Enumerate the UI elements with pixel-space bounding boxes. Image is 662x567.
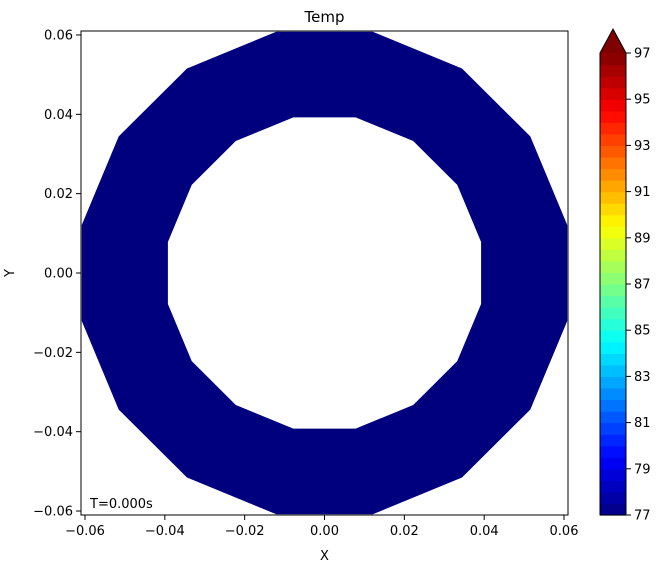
x-axis-label: X — [320, 549, 329, 564]
colorbar-segment — [600, 53, 626, 66]
colorbar-segment — [600, 491, 626, 505]
y-tick-label: 0.00 — [44, 267, 73, 282]
colorbar-segment — [600, 64, 626, 77]
chart-title: Temp — [304, 8, 345, 26]
colorbar-segment — [600, 99, 626, 112]
colorbar-segment — [600, 330, 626, 343]
colorbar-segment — [600, 122, 626, 135]
x-tick-label: −0.04 — [145, 524, 185, 539]
colorbar-tick-label: 97 — [634, 47, 651, 62]
colorbar-segment — [600, 434, 626, 447]
colorbar-tick-label: 87 — [634, 278, 651, 293]
colorbar-tick-label: 89 — [634, 231, 651, 246]
colorbar-segment — [600, 445, 626, 458]
colorbar-segment — [600, 156, 626, 170]
colorbar-segment — [600, 503, 626, 516]
x-tick-label: 0.00 — [310, 524, 339, 539]
colorbar-tick-label: 79 — [634, 462, 651, 477]
colorbar-segment — [600, 457, 626, 470]
colorbar-segment — [600, 87, 626, 100]
colorbar-frame — [599, 27, 627, 516]
y-axis-ticks: −0.06 −0.04 −0.02 0.00 0.02 0.04 0.06 — [33, 28, 81, 520]
colorbar-segment — [600, 307, 626, 320]
colorbar-segment — [600, 110, 626, 123]
colorbar-tick-label: 95 — [634, 93, 651, 108]
y-tick-label: 0.02 — [44, 187, 73, 202]
colorbar-segment — [600, 295, 626, 308]
colorbar-segment — [600, 480, 626, 493]
x-tick-label: 0.02 — [390, 524, 419, 539]
time-annotation: T=0.000s — [89, 497, 153, 512]
temperature-field — [81, 31, 568, 515]
colorbar-segment — [600, 203, 626, 216]
colorbar-segment — [600, 133, 626, 146]
colorbar-segment — [600, 180, 626, 193]
colorbar-segment — [600, 237, 626, 250]
colorbar-segment — [600, 260, 626, 274]
x-tick-label: −0.02 — [225, 524, 265, 539]
colorbar-segment — [600, 168, 626, 181]
colorbar-segment — [600, 249, 626, 262]
x-tick-label: 0.06 — [550, 524, 579, 539]
y-tick-label: −0.06 — [33, 505, 73, 520]
colorbar-segment — [600, 468, 626, 481]
y-tick-label: 0.06 — [44, 28, 73, 43]
colorbar-segment — [600, 145, 626, 158]
colorbar-tick-label: 91 — [634, 185, 651, 200]
y-tick-label: −0.02 — [33, 346, 73, 361]
colorbar-tick-label: 93 — [634, 139, 651, 154]
plot-area: −0.06 −0.04 −0.02 0.00 0.02 0.04 0.06 −0.06−0.… — [33, 28, 578, 539]
y-axis-label: Y — [3, 269, 18, 278]
colorbar-segment — [600, 284, 626, 297]
colorbar-segment — [600, 387, 626, 401]
x-axis-ticks: −0.06 −0.04 −0.02 0.00 0.02 0.04 0.06 — [65, 515, 578, 539]
colorbar-segment — [600, 341, 626, 354]
x-tick-label: 0.04 — [470, 524, 499, 539]
colorbar-segment — [600, 376, 626, 389]
colorbar-tick-label: 85 — [634, 324, 651, 339]
colorbar-segment — [600, 272, 626, 285]
colorbar-segment — [600, 76, 626, 89]
colorbar-extend-arrow — [600, 29, 626, 53]
colorbar-segment — [600, 191, 626, 204]
colorbar-segment — [600, 226, 626, 239]
colorbar-tick-label: 83 — [634, 370, 651, 385]
colorbar-segment — [600, 214, 626, 227]
colorbar-segment — [600, 364, 626, 377]
colorbar-segment — [600, 411, 626, 424]
colorbar-segment — [600, 422, 626, 435]
colorbar-segment — [600, 353, 626, 366]
colorbar-tick-label: 77 — [634, 509, 651, 524]
colorbar-segment — [600, 399, 626, 412]
y-tick-label: 0.04 — [44, 108, 73, 123]
colorbar-segment — [600, 318, 626, 331]
y-tick-label: −0.04 — [33, 425, 73, 440]
x-tick-label: −0.06 — [65, 524, 105, 539]
colorbar: 77 79 81 83 85 87 89 91 93 95 97 — [599, 27, 651, 524]
colorbar-tick-label: 81 — [634, 416, 651, 431]
